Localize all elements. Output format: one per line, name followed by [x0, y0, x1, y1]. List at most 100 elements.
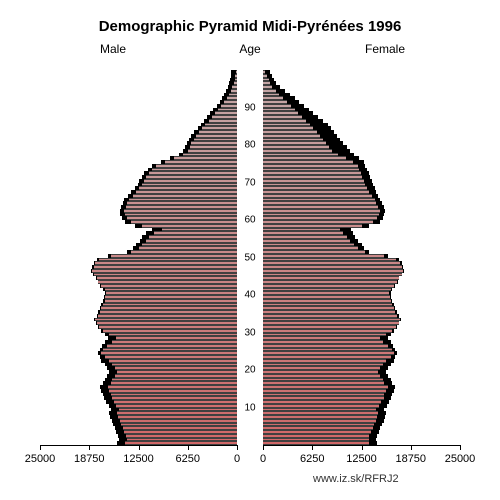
bar-male [149, 171, 237, 175]
bar-female [263, 438, 369, 442]
bar-male [103, 329, 237, 333]
bar-female [263, 250, 365, 254]
bar-female [263, 168, 359, 172]
bar-male [139, 186, 237, 190]
bar-female [263, 291, 389, 295]
chart-title: Demographic Pyramid Midi-Pyrénées 1996 [0, 18, 500, 35]
bar-female [263, 258, 396, 262]
bar-male [119, 408, 237, 412]
x-tick-mark [188, 445, 189, 450]
bar-female [263, 231, 343, 235]
bar-female [263, 115, 302, 119]
bar-male [121, 423, 237, 427]
bar-male [100, 310, 237, 314]
bar-male [105, 355, 237, 359]
bar-female [263, 333, 386, 337]
y-tick-label: 60 [235, 215, 265, 226]
bar-female [263, 426, 373, 430]
bar-male [139, 246, 238, 250]
bar-male [152, 168, 237, 172]
bar-female [263, 314, 397, 318]
bar-female [263, 430, 371, 434]
bar-male [97, 276, 237, 280]
bar-male [92, 269, 237, 273]
bar-female [263, 310, 395, 314]
bar-female [263, 325, 396, 329]
bar-male [229, 93, 237, 97]
bar-female [263, 288, 391, 292]
bar-male [209, 119, 237, 123]
bar-female [263, 254, 384, 258]
bar-male [123, 426, 237, 430]
bar-male [95, 318, 237, 322]
x-tick-mark [312, 445, 313, 450]
bar-female [263, 374, 380, 378]
bar-male [112, 396, 237, 400]
x-tick-mark [411, 445, 412, 450]
bar-male [131, 220, 237, 224]
bar-female [263, 276, 399, 280]
bar-female [263, 153, 338, 157]
bar-female [263, 100, 287, 104]
bar-male [142, 243, 237, 247]
x-tick-label: 18750 [74, 453, 105, 465]
bar-female [263, 85, 272, 89]
y-tick-label: 20 [235, 365, 265, 376]
bar-female [263, 378, 383, 382]
age-label: Age [238, 42, 262, 56]
bar-male [125, 213, 237, 217]
x-tick-mark [263, 445, 264, 450]
bar-female [263, 355, 391, 359]
bar-female [263, 96, 283, 100]
bar-male [107, 344, 237, 348]
x-tick-label: 25000 [445, 453, 476, 465]
bar-female [263, 415, 377, 419]
bar-female [263, 400, 381, 404]
bar-male [142, 224, 237, 228]
bar-female [263, 216, 377, 220]
bar-male [109, 333, 237, 337]
bar-male [231, 89, 237, 93]
bar-female [263, 70, 265, 74]
bar-female [263, 201, 376, 205]
bar-female [263, 299, 391, 303]
bar-female [263, 321, 399, 325]
bar-male [227, 96, 237, 100]
bar-male [115, 366, 237, 370]
bar-male [105, 288, 237, 292]
y-tick-label: 10 [235, 402, 265, 413]
x-tick-label: 6250 [176, 453, 200, 465]
bar-female [263, 205, 378, 209]
bar-male [120, 419, 237, 423]
bar-female [263, 235, 347, 239]
bar-male [235, 78, 237, 82]
bar-male [99, 325, 237, 329]
bar-female [263, 318, 400, 322]
bar-male [101, 306, 237, 310]
y-tick-label: 70 [235, 177, 265, 188]
bar-female [263, 93, 279, 97]
bar-female [263, 389, 386, 393]
bar-male [205, 123, 237, 127]
bar-male [103, 303, 237, 307]
bar-male [103, 348, 237, 352]
bar-female [263, 295, 390, 299]
bar-female [263, 179, 364, 183]
bar-male [232, 85, 237, 89]
bar-male [97, 321, 237, 325]
source-text: www.iz.sk/RFRJ2 [313, 473, 399, 485]
bar-male [174, 156, 237, 160]
bar-female [263, 164, 358, 168]
bar-male [117, 411, 237, 415]
bar-female [263, 186, 367, 190]
bar-female [263, 419, 376, 423]
bar-female [263, 220, 373, 224]
bar-male [115, 374, 237, 378]
bar-male [162, 228, 237, 232]
bar-male [95, 261, 237, 265]
bar-female [263, 306, 394, 310]
bar-male [99, 258, 237, 262]
bar-female [263, 423, 374, 427]
bar-female [263, 130, 317, 134]
bar-male [126, 205, 237, 209]
